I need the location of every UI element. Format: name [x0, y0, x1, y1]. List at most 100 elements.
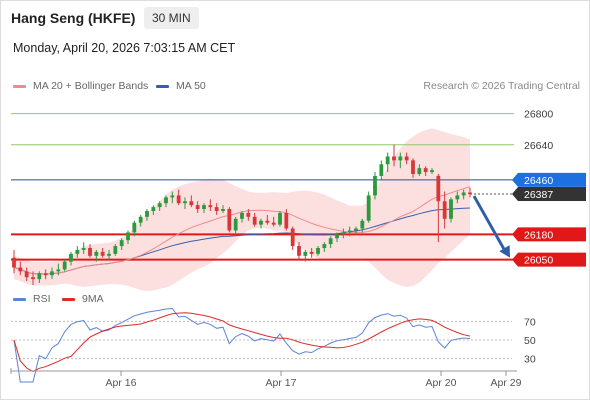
candle-body: [278, 212, 282, 225]
candle: [202, 203, 206, 213]
report-datetime: Monday, April 20, 2026 7:03:15 AM CET: [13, 41, 236, 55]
level-tag-26180: [512, 227, 586, 242]
candle-body: [284, 212, 289, 229]
candle: [62, 259, 67, 272]
forecast-arrow-head: [499, 245, 510, 258]
legend-ma50: MA 50: [156, 80, 206, 92]
candle-body: [227, 209, 232, 231]
legend-rsi-ma: 9MA: [62, 293, 104, 305]
candle-body: [75, 249, 80, 254]
candle-body: [132, 222, 137, 233]
candle: [195, 201, 200, 213]
candle: [284, 209, 289, 231]
candle-body: [366, 195, 371, 221]
candle-body: [107, 253, 111, 256]
candle: [449, 197, 453, 223]
candle-body: [183, 201, 187, 204]
candle-body: [297, 246, 301, 256]
candle: [259, 218, 263, 229]
candle-body: [126, 232, 130, 241]
candle: [436, 174, 441, 243]
candle: [360, 218, 365, 233]
candle-body: [100, 251, 105, 256]
candle-body: [455, 195, 460, 200]
legend-rsi-ma-label: 9MA: [82, 293, 104, 305]
candle: [164, 195, 168, 208]
rsi-ma-line: [13, 312, 471, 373]
candle: [189, 195, 194, 208]
rsi-tick-30: 30: [524, 354, 536, 366]
candle: [126, 230, 130, 245]
candle: [398, 152, 403, 169]
candle: [88, 244, 92, 258]
candle-body: [347, 230, 352, 233]
candle-body: [62, 261, 67, 270]
candle-body: [170, 195, 175, 198]
candle-body: [252, 216, 257, 225]
candle: [157, 201, 162, 211]
candle-body: [430, 170, 434, 173]
candle: [303, 249, 308, 262]
candle-body: [436, 175, 441, 202]
candle: [297, 242, 301, 260]
candle: [373, 172, 377, 200]
candle: [12, 249, 16, 274]
candle: [37, 271, 42, 284]
candle: [392, 144, 396, 167]
level-label-26640: 26640: [524, 140, 553, 152]
candle: [347, 226, 352, 237]
candle-body: [81, 248, 86, 250]
research-credit: Research © 2026 Trading Central: [423, 80, 580, 92]
candle: [81, 242, 86, 254]
candle-body: [157, 203, 162, 208]
legend-rsi-label: RSI: [33, 293, 51, 305]
candle-body: [138, 216, 143, 223]
candle: [170, 191, 175, 204]
candle-body: [214, 207, 219, 211]
candle-body: [404, 156, 409, 161]
candle: [278, 211, 282, 227]
candle: [233, 216, 238, 235]
legend-rsi: RSI: [13, 293, 51, 305]
level-label-26387: 26387: [524, 189, 553, 201]
candle: [94, 249, 99, 262]
x-label-Apr 29: Apr 29: [491, 377, 522, 389]
candle-body: [322, 244, 327, 248]
candle: [107, 249, 111, 260]
candle: [442, 191, 447, 229]
rsi-ma-swatch: [62, 297, 75, 301]
candle-body: [195, 205, 200, 210]
level-label-26180: 26180: [524, 229, 553, 241]
level-tag-26387: [512, 187, 586, 202]
candle: [385, 152, 390, 173]
candle: [132, 220, 137, 237]
candle: [417, 164, 422, 176]
candle: [113, 244, 118, 256]
candle-body: [341, 232, 346, 235]
candle-body: [259, 220, 263, 225]
level-label-26460: 26460: [524, 175, 553, 187]
candle-body: [113, 246, 118, 254]
candle: [366, 191, 371, 223]
candle-body: [354, 228, 358, 231]
candle: [208, 199, 213, 211]
candle-body: [202, 205, 206, 210]
candle-body: [385, 156, 390, 165]
ma50-swatch: [156, 84, 169, 88]
candle-body: [31, 277, 35, 280]
candle-body: [221, 209, 225, 211]
candle: [227, 207, 232, 233]
candle-body: [240, 212, 244, 219]
candle-body: [392, 156, 396, 161]
candle: [69, 251, 73, 266]
candle-body: [208, 205, 213, 208]
legend-ma50-label: MA 50: [176, 80, 206, 92]
timeframe-badge[interactable]: 30 MIN: [144, 7, 199, 29]
candle-body: [88, 248, 92, 256]
legend-bollinger-label: MA 20 + Bollinger Bands: [33, 80, 149, 92]
candle: [271, 216, 276, 227]
level-tag-26460: [512, 172, 586, 187]
candle: [309, 248, 314, 258]
candle-body: [145, 211, 149, 217]
